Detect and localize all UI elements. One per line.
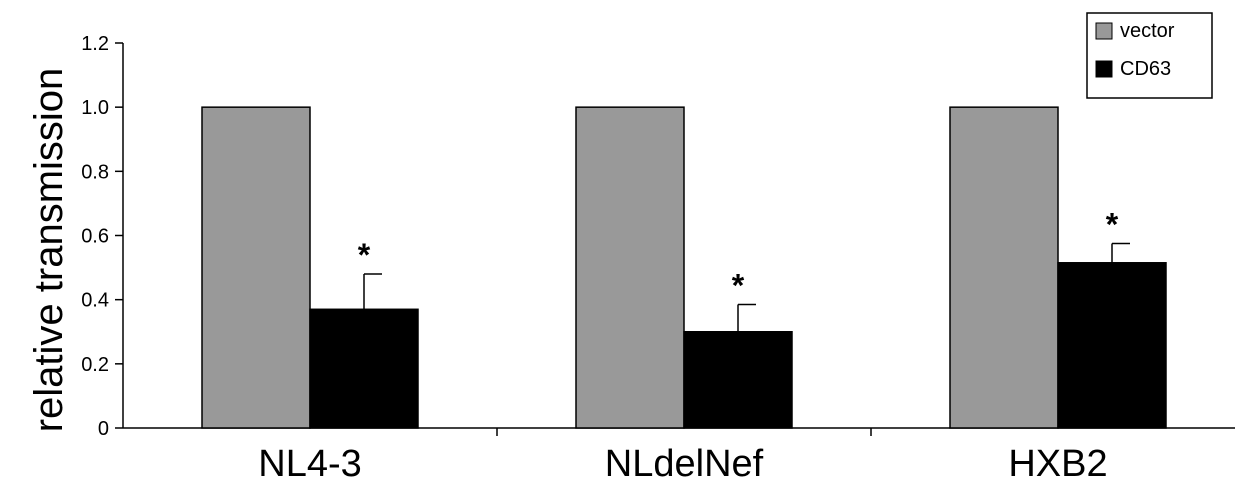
- bar-CD63: [1057, 262, 1167, 429]
- legend-label-CD63: CD63: [1120, 58, 1171, 80]
- y-tick-label: 0.8: [81, 161, 109, 183]
- y-tick-label: 0.6: [81, 226, 109, 248]
- legend-box: [1086, 12, 1213, 99]
- significance-star: *: [1106, 207, 1119, 243]
- bar-CD63: [683, 331, 793, 429]
- bar-vector: [201, 106, 311, 429]
- y-axis: 0 0.2 0.4 0.6 0.8 1.0 1.2: [81, 33, 124, 440]
- significance-star: *: [732, 267, 745, 303]
- legend: vector CD63: [1086, 12, 1213, 99]
- y-tick-label: 1.0: [81, 97, 109, 119]
- legend-swatch-vector: [1095, 22, 1113, 40]
- bar-vector: [575, 106, 685, 429]
- y-tick-label: 0: [98, 418, 109, 440]
- y-axis-title: relative transmission: [27, 68, 71, 433]
- category-label: HXB2: [1008, 443, 1107, 483]
- category-label: NLdelNef: [605, 443, 764, 483]
- y-tick-label: 0.4: [81, 290, 109, 312]
- legend-label-vector: vector: [1120, 20, 1175, 42]
- bar-vector: [949, 106, 1059, 429]
- bar-CD63: [309, 308, 419, 429]
- category-label: NL4-3: [258, 443, 362, 483]
- y-tick-label: 1.2: [81, 33, 109, 55]
- bars: * * *: [201, 106, 1167, 429]
- significance-star: *: [358, 237, 371, 273]
- legend-swatch-CD63: [1095, 60, 1113, 78]
- x-axis: NL4-3 NLdelNef HXB2: [123, 427, 1235, 483]
- y-tick-label: 0.2: [81, 354, 109, 376]
